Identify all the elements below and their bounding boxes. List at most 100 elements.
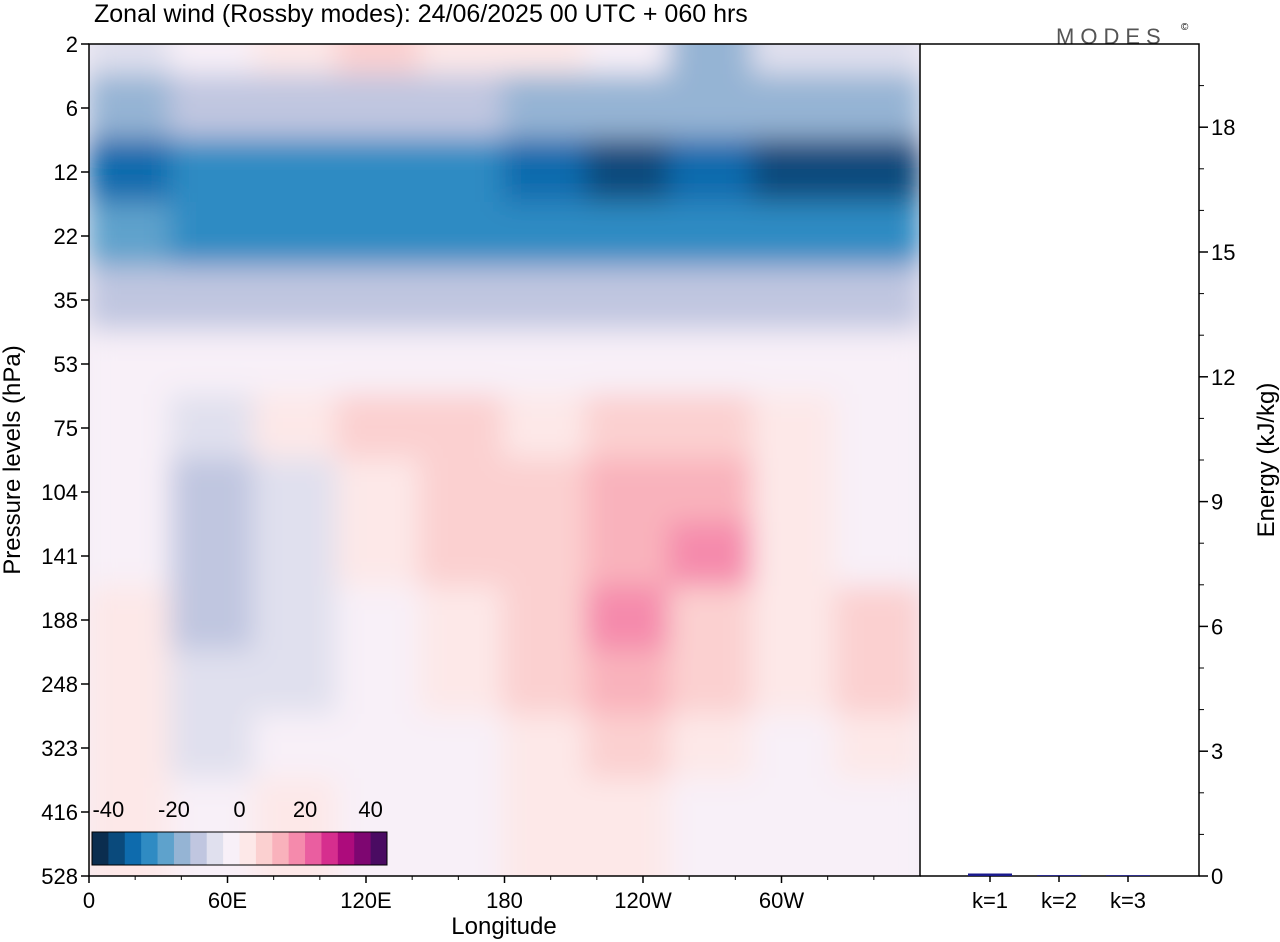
wind-cell bbox=[585, 586, 673, 654]
wind-cell bbox=[170, 330, 258, 398]
wind-cell bbox=[253, 330, 341, 398]
wind-cell bbox=[89, 522, 175, 590]
energy-frame bbox=[920, 43, 1200, 877]
wind-cell bbox=[336, 458, 424, 526]
colorbar-label: 0 bbox=[233, 797, 245, 822]
colorbar-swatch bbox=[354, 832, 372, 865]
energy-tick-label: 3 bbox=[1211, 739, 1223, 764]
colorbar-swatch bbox=[288, 832, 306, 865]
y-tick-label: 75 bbox=[54, 416, 78, 441]
wind-cell bbox=[253, 458, 341, 526]
wind-cell bbox=[585, 842, 673, 876]
y-axis-label: Pressure levels (hPa) bbox=[0, 345, 26, 574]
wind-cell bbox=[253, 522, 341, 590]
wind-cell bbox=[170, 394, 258, 462]
wind-cell bbox=[502, 458, 590, 526]
wind-cell bbox=[751, 266, 839, 334]
y-tick-label: 22 bbox=[54, 224, 78, 249]
wind-cell bbox=[89, 266, 175, 334]
y-tick-label: 323 bbox=[41, 736, 78, 761]
x-tick-label: 180 bbox=[486, 888, 523, 913]
wind-cell bbox=[502, 330, 590, 398]
chart-title: Zonal wind (Rossby modes): 24/06/2025 00… bbox=[94, 0, 748, 28]
y-tick-label: 12 bbox=[54, 160, 78, 185]
wind-cell bbox=[834, 266, 920, 334]
logo-text: MODES bbox=[1056, 24, 1167, 49]
wind-cell bbox=[668, 522, 756, 590]
wind-cell bbox=[834, 842, 920, 876]
colorbar-label: 20 bbox=[293, 797, 317, 822]
wind-cell bbox=[751, 330, 839, 398]
energy-tick-label: 9 bbox=[1211, 490, 1223, 515]
bar-category-label: k=2 bbox=[1041, 888, 1077, 913]
colorbar-swatch bbox=[173, 832, 191, 865]
wind-cell bbox=[89, 74, 175, 142]
wind-cell bbox=[502, 266, 590, 334]
wind-cell bbox=[170, 650, 258, 718]
wind-cell bbox=[751, 650, 839, 718]
wind-cell bbox=[89, 138, 175, 206]
wind-cell bbox=[502, 74, 590, 142]
colorbar-swatch bbox=[223, 832, 240, 865]
y-tick-label: 35 bbox=[54, 288, 78, 313]
wind-cell bbox=[170, 202, 258, 270]
bar-category-label: k=1 bbox=[972, 888, 1008, 913]
wind-cell bbox=[336, 44, 424, 78]
x-tick-label: 0 bbox=[83, 888, 95, 913]
y-tick-label: 6 bbox=[66, 96, 78, 121]
wind-cell bbox=[502, 138, 590, 206]
energy-bar bbox=[1037, 875, 1081, 876]
wind-cell bbox=[253, 714, 341, 782]
wind-cell bbox=[834, 650, 920, 718]
longitude-axis: 0 60E 120E 180 120W 60W bbox=[83, 876, 875, 913]
wind-cell bbox=[419, 778, 507, 846]
wind-cell bbox=[419, 74, 507, 142]
energy-bars bbox=[968, 873, 1150, 876]
energy-chart: 0 3 6 9 12 15 18 k=1 k=2 k=3 Energy (kJ/kg) bbox=[920, 43, 1280, 913]
wind-cell bbox=[502, 714, 590, 782]
colorbar-label: 40 bbox=[358, 797, 382, 822]
wind-cell bbox=[834, 202, 920, 270]
wind-cell bbox=[668, 714, 756, 782]
wind-cell bbox=[253, 394, 341, 462]
wind-cell bbox=[751, 458, 839, 526]
wind-cell bbox=[585, 458, 673, 526]
wind-cell bbox=[668, 842, 756, 876]
wind-cell bbox=[834, 44, 920, 78]
colorbar-swatch bbox=[124, 832, 142, 865]
colorbar-swatch bbox=[321, 832, 339, 865]
wind-cell bbox=[170, 74, 258, 142]
energy-tick-label: 15 bbox=[1211, 240, 1235, 265]
wind-cell bbox=[502, 586, 590, 654]
wind-cell bbox=[668, 266, 756, 334]
y-tick-label: 53 bbox=[54, 352, 78, 377]
x-tick-label: 120W bbox=[614, 888, 672, 913]
energy-bar bbox=[1106, 875, 1150, 876]
energy-axis: 0 3 6 9 12 15 18 bbox=[1199, 85, 1235, 889]
wind-cell bbox=[419, 842, 507, 876]
wind-cell bbox=[419, 522, 507, 590]
wind-cell bbox=[502, 522, 590, 590]
wind-cell bbox=[834, 714, 920, 782]
wind-cell bbox=[751, 74, 839, 142]
wind-cell bbox=[751, 138, 839, 206]
wind-cell bbox=[502, 650, 590, 718]
wind-cell bbox=[834, 394, 920, 462]
wind-cell bbox=[419, 202, 507, 270]
wind-cell bbox=[170, 44, 258, 78]
wind-cell bbox=[253, 586, 341, 654]
wind-cell bbox=[253, 266, 341, 334]
wind-cell bbox=[336, 522, 424, 590]
wind-cell bbox=[253, 138, 341, 206]
wind-cell bbox=[336, 394, 424, 462]
wind-cell bbox=[668, 586, 756, 654]
y-tick-label: 528 bbox=[41, 864, 78, 889]
wind-cell bbox=[89, 714, 175, 782]
colorbar-frame bbox=[91, 831, 388, 866]
wind-cell bbox=[336, 714, 424, 782]
wind-cell bbox=[585, 266, 673, 334]
wind-cell bbox=[585, 330, 673, 398]
wind-cell bbox=[502, 44, 590, 78]
pressure-axis: 2 6 12 22 35 53 75 104 141 188 248 323 416 528 bbox=[41, 32, 89, 889]
wind-cell bbox=[170, 586, 258, 654]
